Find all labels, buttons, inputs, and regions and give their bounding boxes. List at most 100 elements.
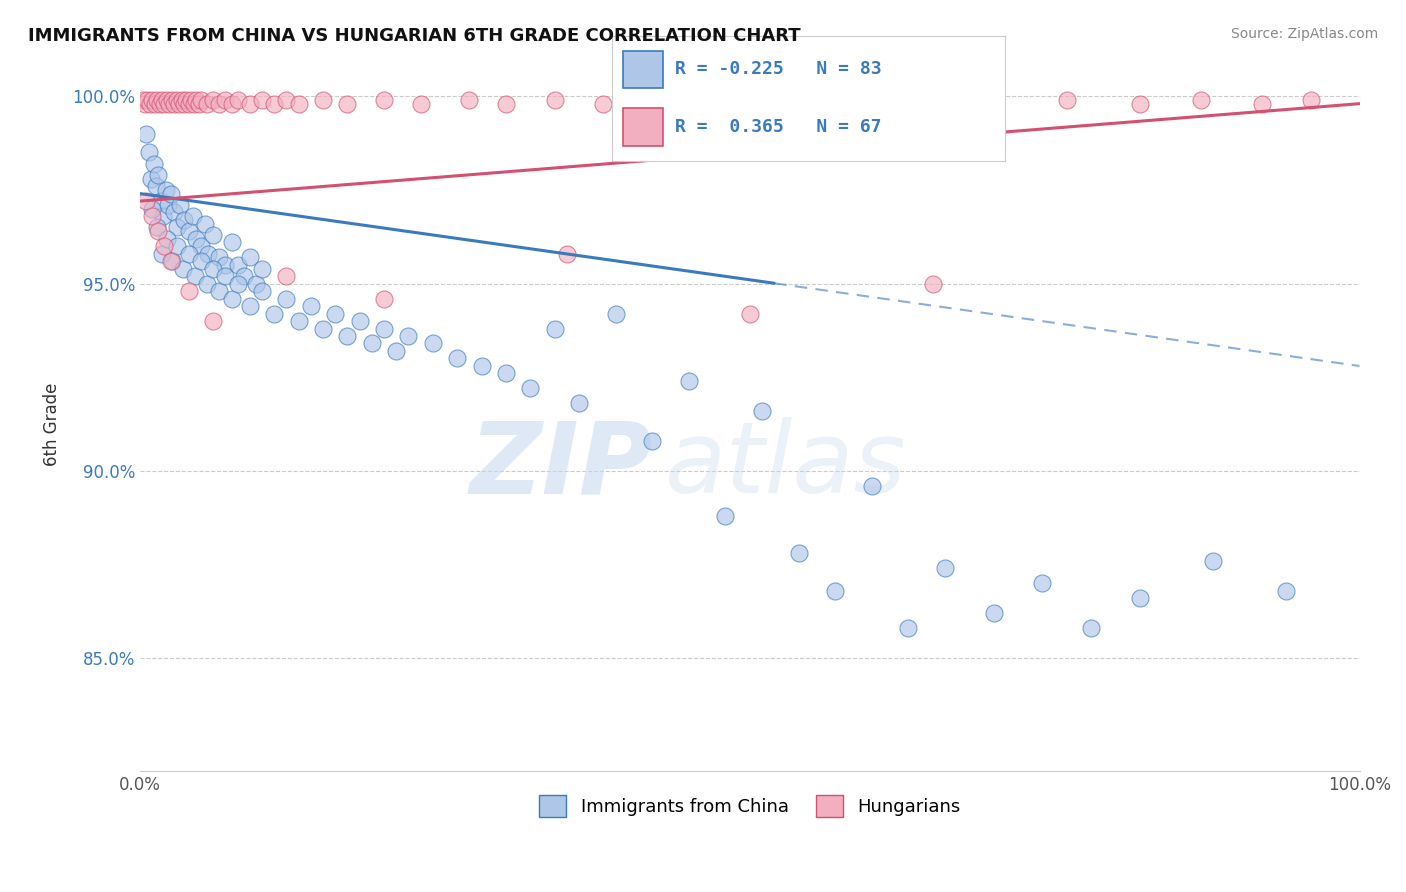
Point — [544, 321, 567, 335]
Text: R = -0.225   N = 83: R = -0.225 N = 83 — [675, 61, 882, 78]
Point — [156, 93, 179, 107]
Point — [138, 145, 160, 160]
Point — [921, 277, 943, 291]
Point — [239, 299, 262, 313]
Point — [287, 314, 309, 328]
Point — [312, 321, 335, 335]
Point — [323, 306, 346, 320]
Point — [166, 220, 188, 235]
Point — [152, 209, 174, 223]
Point — [159, 254, 181, 268]
Point — [157, 198, 180, 212]
Point — [396, 329, 419, 343]
Point — [1299, 93, 1322, 107]
Point — [214, 268, 236, 283]
Point — [226, 258, 249, 272]
Point — [155, 183, 177, 197]
Point — [897, 621, 920, 635]
Point — [149, 194, 172, 208]
Point — [148, 168, 170, 182]
Point — [287, 96, 309, 111]
Point — [190, 93, 212, 107]
Point — [146, 220, 169, 235]
Point — [202, 261, 225, 276]
Point — [221, 235, 243, 250]
Point — [131, 93, 153, 107]
Point — [763, 93, 786, 107]
Point — [156, 231, 179, 245]
Point — [186, 231, 208, 245]
Point — [751, 404, 773, 418]
Point — [934, 561, 956, 575]
Point — [738, 306, 761, 320]
Point — [134, 96, 156, 111]
Point — [157, 96, 180, 111]
Point — [190, 239, 212, 253]
Point — [153, 239, 176, 253]
FancyBboxPatch shape — [623, 108, 662, 145]
Point — [349, 314, 371, 328]
Point — [605, 306, 627, 320]
Point — [714, 508, 737, 523]
Point — [239, 96, 262, 111]
Point — [139, 96, 162, 111]
Point — [181, 209, 204, 223]
Text: R =  0.365   N = 67: R = 0.365 N = 67 — [675, 118, 882, 136]
Point — [787, 546, 810, 560]
Point — [166, 239, 188, 253]
Point — [276, 292, 298, 306]
Point — [641, 434, 664, 448]
Point — [176, 93, 198, 107]
Point — [159, 186, 181, 201]
Point — [177, 284, 200, 298]
Point — [263, 306, 285, 320]
Point — [141, 93, 163, 107]
Point — [149, 96, 172, 111]
Point — [190, 254, 212, 268]
Point — [187, 96, 209, 111]
Point — [837, 96, 859, 111]
Point — [202, 227, 225, 242]
Point — [422, 336, 444, 351]
Point — [202, 93, 225, 107]
Point — [702, 96, 724, 111]
Point — [208, 250, 231, 264]
Point — [276, 93, 298, 107]
Point — [409, 96, 432, 111]
Point — [1251, 96, 1274, 111]
Point — [678, 374, 700, 388]
Point — [983, 96, 1005, 111]
Point — [495, 367, 517, 381]
Point — [373, 292, 395, 306]
Point — [226, 93, 249, 107]
Point — [232, 268, 254, 283]
Point — [470, 359, 492, 373]
Point — [177, 246, 200, 260]
Point — [141, 209, 163, 223]
Point — [312, 93, 335, 107]
Point — [194, 217, 217, 231]
Point — [169, 198, 191, 212]
Point — [195, 96, 218, 111]
Point — [983, 607, 1005, 621]
Point — [555, 246, 578, 260]
Text: ZIP: ZIP — [470, 417, 652, 514]
Point — [360, 336, 382, 351]
Point — [208, 284, 231, 298]
Point — [163, 96, 186, 111]
Point — [824, 583, 846, 598]
Point — [139, 171, 162, 186]
Point — [1129, 96, 1152, 111]
Point — [208, 96, 231, 111]
Point — [150, 246, 173, 260]
Point — [160, 254, 183, 268]
Point — [250, 284, 273, 298]
Point — [195, 277, 218, 291]
Point — [1129, 591, 1152, 606]
Point — [336, 96, 359, 111]
Point — [221, 292, 243, 306]
Point — [136, 93, 159, 107]
Point — [180, 93, 202, 107]
Point — [135, 127, 157, 141]
Point — [458, 93, 481, 107]
